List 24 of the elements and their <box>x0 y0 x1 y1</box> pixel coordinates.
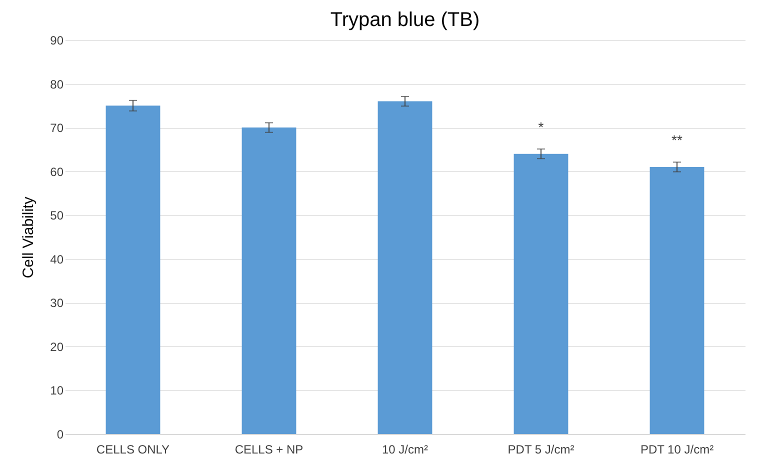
y-tick-label: 80 <box>50 77 64 92</box>
y-tick-label: 70 <box>50 121 64 136</box>
bar <box>106 106 160 434</box>
x-tick-label: CELLS + NP <box>234 442 304 456</box>
x-tick-label: 10 J/cm² <box>382 442 428 456</box>
y-tick-label: 20 <box>50 340 64 354</box>
chart-title: Trypan blue (TB) <box>330 9 480 31</box>
data-label: ** <box>672 132 683 148</box>
bar <box>378 101 432 434</box>
y-axis-title: Cell Viability <box>20 196 38 278</box>
y-tick-label: 0 <box>56 428 64 442</box>
y-tick-label: 90 <box>50 34 64 48</box>
x-tick-label: PDT 10 J/cm² <box>640 442 714 456</box>
y-tick-label: 40 <box>50 252 64 266</box>
bar <box>650 166 704 434</box>
y-tick-label: 50 <box>50 208 64 223</box>
y-tick-label: 10 <box>50 384 64 398</box>
y-tick-label: 60 <box>50 164 64 179</box>
data-label: * <box>538 119 544 136</box>
y-tick-label: 30 <box>50 296 64 310</box>
x-tick-label: PDT 5 J/cm² <box>508 442 574 456</box>
x-tick-label: CELLS ONLY <box>96 442 170 456</box>
bar <box>514 154 568 434</box>
bar <box>242 128 296 434</box>
